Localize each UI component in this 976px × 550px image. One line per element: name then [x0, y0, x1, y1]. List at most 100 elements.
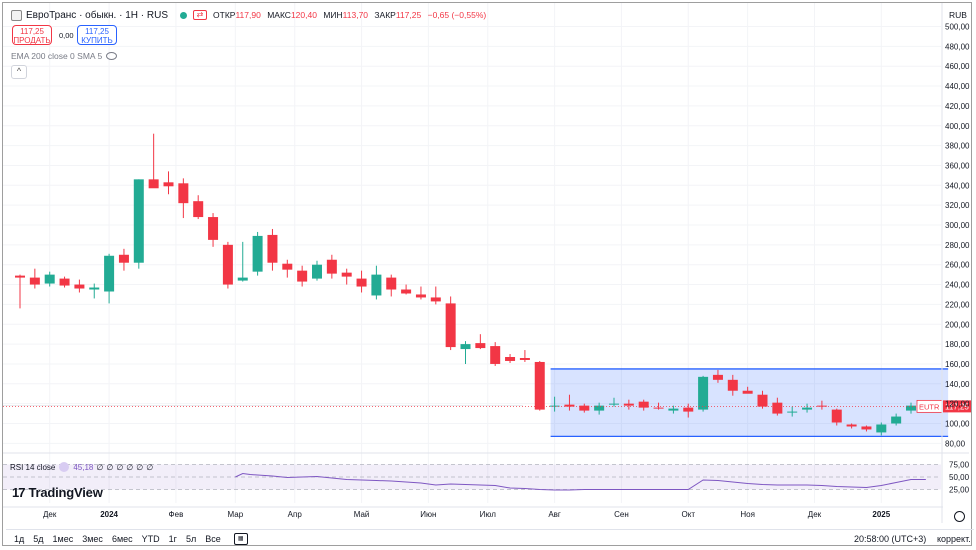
rsi-line[interactable]: [235, 472, 926, 491]
candle[interactable]: [683, 403, 694, 418]
ema-indicator-label[interactable]: EMA 200 close 0 SMA 5: [11, 51, 118, 61]
candle[interactable]: [594, 402, 605, 415]
candle[interactable]: [74, 279, 85, 293]
candle-body[interactable]: [846, 424, 857, 427]
market-status-icon[interactable]: [180, 11, 188, 19]
candle[interactable]: [816, 400, 827, 410]
candle-body[interactable]: [59, 278, 70, 286]
candle[interactable]: [59, 276, 70, 288]
candle-body[interactable]: [683, 407, 694, 412]
candle[interactable]: [564, 394, 575, 411]
timeframe-ytd[interactable]: YTD: [141, 534, 160, 544]
candle-body[interactable]: [29, 277, 40, 285]
candle[interactable]: [267, 228, 278, 271]
candle-body[interactable]: [267, 234, 278, 263]
candle[interactable]: [326, 254, 337, 279]
candle[interactable]: [386, 274, 397, 297]
candle-body[interactable]: [802, 407, 813, 410]
candle-body[interactable]: [638, 401, 649, 408]
timeframe-6m[interactable]: 6мес: [111, 534, 133, 544]
candle[interactable]: [742, 386, 753, 394]
candle-body[interactable]: [297, 270, 308, 282]
timeframe-all[interactable]: Все: [205, 534, 221, 544]
candle[interactable]: [876, 422, 887, 436]
candle-body[interactable]: [519, 357, 530, 360]
candle-body[interactable]: [891, 416, 902, 424]
candle[interactable]: [133, 179, 144, 269]
candle-body[interactable]: [104, 255, 115, 292]
candle[interactable]: [802, 403, 813, 413]
candle-body[interactable]: [193, 201, 204, 218]
candle[interactable]: [312, 260, 322, 281]
candle-body[interactable]: [44, 274, 55, 284]
candle-body[interactable]: [445, 303, 456, 348]
candle-body[interactable]: [386, 277, 397, 290]
candle[interactable]: [297, 265, 308, 287]
candle-body[interactable]: [564, 404, 575, 407]
tradingview-logo[interactable]: 17 TradingView: [12, 485, 103, 500]
chart-area[interactable]: EUTR 117,25 500,00 480,00 460,00 440,00 420,0…: [3, 3, 971, 545]
candle[interactable]: [534, 360, 545, 411]
candle-body[interactable]: [594, 405, 605, 411]
candle[interactable]: [282, 259, 293, 278]
candle[interactable]: [193, 195, 204, 220]
range-box[interactable]: [550, 368, 949, 438]
clock-readout[interactable]: 20:58:00 (UTC+3): [854, 534, 927, 544]
candle-body[interactable]: [549, 405, 560, 407]
candle[interactable]: [237, 241, 248, 282]
candle[interactable]: [415, 286, 426, 300]
candle[interactable]: [371, 265, 382, 300]
candle[interactable]: [891, 413, 902, 426]
candle[interactable]: [505, 354, 516, 363]
candle-body[interactable]: [698, 376, 709, 410]
candle-body[interactable]: [430, 297, 441, 302]
settings-gear-icon[interactable]: [954, 511, 965, 522]
candle-body[interactable]: [534, 361, 545, 410]
candles[interactable]: [15, 133, 931, 436]
candle-body[interactable]: [712, 374, 723, 380]
candle-body[interactable]: [326, 259, 337, 274]
candle-body[interactable]: [118, 254, 129, 263]
candle[interactable]: [222, 241, 233, 289]
candle-body[interactable]: [579, 405, 590, 411]
candle-body[interactable]: [668, 408, 679, 411]
candle[interactable]: [490, 342, 501, 366]
candle[interactable]: [104, 253, 115, 304]
rsi-indicator-label[interactable]: RSI 14 close 45,18 ∅ ∅ ∅ ∅ ∅ ∅: [10, 462, 156, 472]
hide-icon[interactable]: ⇄: [193, 10, 208, 20]
candle[interactable]: [623, 399, 634, 410]
candle[interactable]: [44, 271, 55, 287]
calendar-icon[interactable]: ▦: [233, 533, 248, 545]
candle[interactable]: [118, 248, 129, 271]
sell-button[interactable]: 117,25 ПРОДАТЬ: [12, 25, 52, 45]
candle[interactable]: [638, 399, 649, 411]
candle[interactable]: [609, 397, 619, 407]
candle-body[interactable]: [861, 426, 872, 430]
candle-body[interactable]: [460, 344, 471, 350]
candle[interactable]: [712, 369, 723, 383]
candle-body[interactable]: [757, 394, 768, 407]
candle-body[interactable]: [178, 183, 189, 204]
candle-body[interactable]: [831, 409, 842, 423]
candle-body[interactable]: [341, 272, 352, 277]
timeframe-1m[interactable]: 1мес: [52, 534, 74, 544]
candle-body[interactable]: [742, 390, 753, 394]
candle[interactable]: [519, 350, 530, 362]
timeframe-1d[interactable]: 1д: [14, 534, 25, 544]
candle[interactable]: [252, 231, 263, 276]
candle-body[interactable]: [74, 284, 85, 289]
candle-body[interactable]: [208, 217, 219, 240]
candle-body[interactable]: [148, 179, 159, 189]
timeframe-5d[interactable]: 5д: [33, 534, 44, 544]
timeframe-1y[interactable]: 1г: [168, 534, 177, 544]
range-box-fill[interactable]: [550, 368, 949, 437]
candle[interactable]: [29, 268, 40, 289]
candle-body[interactable]: [623, 403, 634, 406]
candle-body[interactable]: [727, 379, 738, 391]
price-axis[interactable]: 500,00 480,00 460,00 440,00 420,00 400,00 380,…: [941, 3, 970, 523]
candle-body[interactable]: [401, 289, 412, 294]
candle-body[interactable]: [222, 244, 233, 285]
candle-body[interactable]: [312, 264, 322, 279]
candle-body[interactable]: [475, 343, 486, 349]
candle[interactable]: [757, 390, 768, 409]
